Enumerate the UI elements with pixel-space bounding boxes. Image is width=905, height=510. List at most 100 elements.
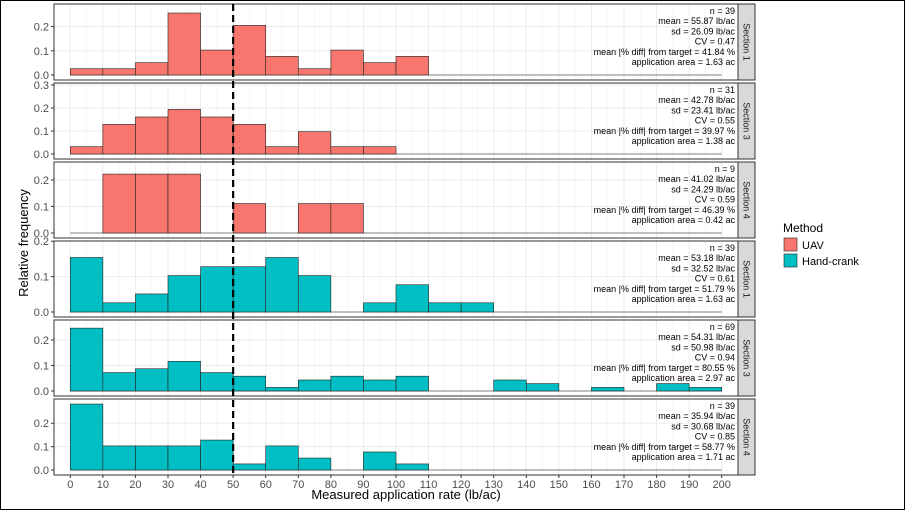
legend-key: [783, 237, 798, 252]
stat-line: n = 69: [710, 322, 735, 332]
histogram-bar: [525, 383, 560, 392]
y-tick-label: 0.1: [34, 46, 49, 58]
histogram-bar: [297, 457, 332, 471]
stat-line: mean |% diff| from target = 58.77 %: [594, 442, 735, 452]
stat-line: n = 31: [710, 85, 735, 95]
histogram-bar: [330, 146, 364, 155]
x-tick-label: 100: [387, 479, 405, 491]
histogram-bar: [200, 439, 234, 471]
histogram-bar: [135, 445, 169, 471]
x-tick-label: 70: [292, 479, 304, 491]
histogram-bar: [102, 68, 136, 76]
y-tick-label: 0.0: [34, 465, 49, 477]
histogram-bar: [460, 302, 495, 313]
histogram-bar: [232, 124, 267, 155]
x-tick-label: 140: [517, 479, 535, 491]
histogram-bar: [69, 403, 104, 471]
histogram-bar: [395, 375, 429, 392]
x-axis: 0 10 20 30 40 50 60 70 80 90 100 110 120 130 140 150 160…: [67, 475, 731, 491]
x-tick-label: 40: [194, 479, 206, 491]
y-axis-title: Relative frequency: [16, 189, 31, 297]
stat-line: CV = 0.47: [695, 37, 735, 47]
stat-line: mean |% diff| from target = 46.39 %: [594, 205, 735, 215]
y-tick-label: 0.1: [34, 126, 49, 138]
histogram-bar: [102, 124, 136, 155]
histogram-bar: [363, 302, 397, 313]
x-tick-label: 190: [680, 479, 698, 491]
histogram-bar: [265, 257, 299, 313]
x-tick-label: 60: [260, 479, 272, 491]
legend: Method UAV Hand-crank: [783, 221, 859, 268]
histogram-bar: [493, 379, 527, 392]
stat-line: mean |% diff| from target = 51.79 %: [594, 284, 735, 294]
histogram-bar: [363, 451, 397, 471]
x-tick-label: 80: [325, 479, 337, 491]
facet-strip: [737, 240, 756, 318]
y-tick-label: 0.2: [34, 236, 49, 248]
x-tick-label: 90: [357, 479, 369, 491]
y-tick-label: 0.0: [34, 228, 49, 240]
histogram-bar: [135, 173, 169, 234]
histogram-bar: [363, 379, 397, 392]
stat-line: mean = 41.02 lb/ac: [658, 174, 735, 184]
stat-line: CV = 0.85: [695, 432, 735, 442]
stat-line: sd = 30.68 lb/ac: [671, 421, 735, 431]
x-tick-label: 50: [227, 479, 239, 491]
histogram-bar: [232, 203, 267, 234]
stat-line: application area = 1.63 ac: [632, 57, 736, 67]
histogram-bar: [656, 383, 690, 392]
x-tick-label: 110: [420, 479, 438, 491]
stat-line: sd = 32.52 lb/ac: [671, 263, 735, 273]
histogram-bar: [297, 203, 332, 234]
y-tick-label: 0.2: [34, 22, 49, 34]
histogram-bar: [395, 56, 429, 76]
histogram-bar: [69, 257, 104, 313]
histogram-bar: [363, 62, 397, 76]
stat-line: mean |% diff| from target = 80.55 %: [594, 363, 735, 373]
histogram-bar: [232, 375, 267, 392]
stat-line: n = 9: [715, 164, 735, 174]
x-tick-label: 130: [485, 479, 503, 491]
y-tick-label: 0.3: [34, 80, 49, 92]
histogram-bar: [167, 12, 201, 76]
histogram-bar: [330, 203, 364, 234]
histogram-bar: [591, 387, 625, 392]
stat-line: n = 39: [710, 243, 735, 253]
stat-line: application area = 1.71 ac: [632, 452, 736, 462]
facet-strip-label: Section 3: [742, 102, 752, 140]
x-tick-label: 150: [550, 479, 568, 491]
y-tick-label: 0.1: [34, 442, 49, 454]
stat-line: CV = 0.55: [695, 116, 735, 126]
facet-strip-label: Section 1: [742, 23, 752, 61]
facet-strip-label: Section 4: [742, 418, 752, 456]
stat-line: mean |% diff| from target = 41.84 %: [594, 47, 735, 57]
y-tick-label: 0.1: [34, 272, 49, 284]
stat-line: n = 39: [710, 6, 735, 16]
histogram-bar: [363, 146, 397, 155]
histogram-bar: [330, 375, 364, 392]
stat-line: mean = 35.94 lb/ac: [658, 411, 735, 421]
facet-strip-label: Section 4: [742, 181, 752, 219]
histogram-bar: [167, 445, 201, 471]
histogram-bar: [265, 445, 299, 471]
stat-line: application area = 1.38 ac: [632, 136, 736, 146]
stat-line: application area = 0.42 ac: [632, 215, 736, 225]
x-tick-label: 120: [452, 479, 470, 491]
stat-line: sd = 50.98 lb/ac: [671, 342, 735, 352]
y-tick-label: 0.1: [34, 360, 49, 372]
x-tick-label: 30: [162, 479, 174, 491]
y-tick-label: 0.0: [34, 70, 49, 82]
histogram-bar: [428, 302, 462, 313]
stat-line: sd = 26.09 lb/ac: [671, 26, 735, 36]
histogram-bar: [69, 146, 104, 155]
stat-line: mean = 54.31 lb/ac: [658, 332, 735, 342]
facet-strip: [737, 82, 756, 160]
histogram-bar: [232, 463, 267, 471]
legend-title: Method: [783, 221, 823, 235]
stat-line: CV = 0.61: [695, 274, 735, 284]
y-tick-label: 0.2: [34, 418, 49, 430]
